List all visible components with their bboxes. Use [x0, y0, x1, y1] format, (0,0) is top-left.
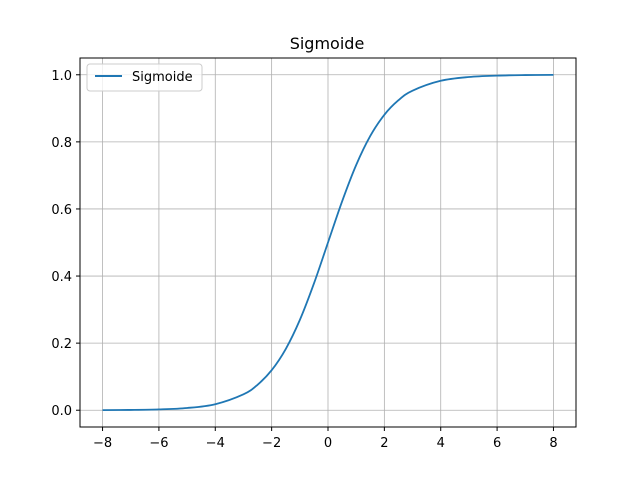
y-tick-label: 0.8	[51, 136, 72, 151]
x-tick-label: −8	[93, 436, 112, 451]
x-tick-label: 4	[437, 436, 445, 451]
x-axis: −8 −6 −4 −2 0 2 4 6 8	[93, 427, 558, 451]
y-tick-label: 0.2	[51, 337, 72, 352]
x-tick-label: 2	[380, 436, 388, 451]
legend: Sigmoide	[86, 63, 203, 92]
x-tick-label: 0	[324, 436, 332, 451]
chart-title: Sigmoide	[290, 34, 365, 53]
x-tick-label: 8	[549, 436, 557, 451]
x-tick-label: −6	[149, 436, 168, 451]
y-tick-label: 0.4	[51, 270, 72, 285]
legend-box	[86, 63, 203, 92]
x-tick-label: −4	[206, 436, 225, 451]
series-line	[102, 73, 554, 412]
x-tick-label: −2	[262, 436, 281, 451]
plot-area	[102, 73, 554, 412]
y-axis: 0.0 0.2 0.4 0.6 0.8 1.0	[51, 69, 80, 419]
y-tick-label: 0.6	[51, 203, 72, 218]
legend-label: Sigmoide	[132, 70, 193, 85]
y-tick-label: 0.0	[51, 404, 72, 419]
x-tick-label: 6	[493, 436, 501, 451]
y-tick-label: 1.0	[51, 69, 72, 84]
